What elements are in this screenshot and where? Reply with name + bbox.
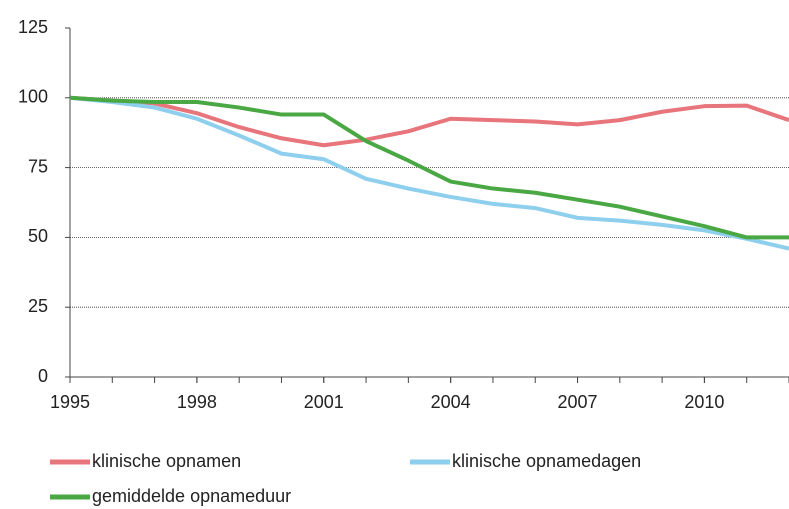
x-tick-label: 2004 [431, 392, 471, 412]
legend-label: gemiddelde opnameduur [92, 486, 291, 506]
y-tick-label: 100 [18, 87, 48, 107]
y-tick-label: 125 [18, 17, 48, 37]
series-line [69, 95, 789, 240]
y-tick-label: 0 [38, 366, 48, 386]
x-tick-label: 1995 [50, 392, 90, 412]
x-tick-label: 1998 [177, 392, 217, 412]
x-tick-label: 2001 [304, 392, 344, 412]
legend-label: klinische opnamedagen [452, 451, 641, 471]
y-tick-label: 75 [28, 156, 48, 176]
y-tick-label: 25 [28, 296, 48, 316]
y-tick-label: 50 [28, 226, 48, 246]
series-line [69, 95, 789, 251]
x-tick-label: 2010 [684, 392, 724, 412]
x-tick-label: 2007 [558, 392, 598, 412]
legend-label: klinische opnamen [92, 451, 241, 471]
series-line [69, 95, 789, 148]
